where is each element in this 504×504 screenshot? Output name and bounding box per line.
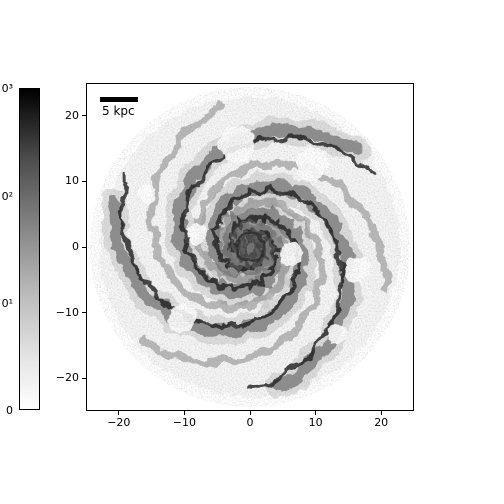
colorbar-label-bottom: 0 [6,404,13,417]
y-tick-label: 0 [72,240,79,253]
y-tick [82,246,86,248]
colorbar-label-2: 0² [1,190,13,203]
x-tick [380,411,382,415]
gas-speckle-texture [90,87,410,407]
y-tick-label: 10 [65,174,79,188]
galaxy-image-frame [86,83,414,411]
x-tick [183,411,185,415]
y-tick [82,377,86,379]
y-tick-label: −20 [55,371,79,385]
y-tick [82,312,86,314]
x-tick-label: 20 [374,416,389,429]
colorbar-label-1: 0¹ [1,297,13,310]
y-tick-label: −10 [55,305,79,319]
x-tick-label: −20 [107,416,131,429]
x-tick [249,411,251,415]
colorbar-label-top: 0³ [1,82,13,95]
galaxy-density-map [90,87,410,407]
scale-bar-label: 5 kpc [102,104,135,118]
x-tick [118,411,120,415]
x-tick-label: 0 [246,416,254,429]
y-tick-label: 20 [65,108,79,122]
x-tick [315,411,317,415]
scale-bar [100,97,138,102]
x-tick-label: 10 [308,416,323,429]
x-tick-label: −10 [172,416,196,429]
colorbar [19,88,40,410]
y-tick [82,180,86,182]
y-tick [82,115,86,117]
